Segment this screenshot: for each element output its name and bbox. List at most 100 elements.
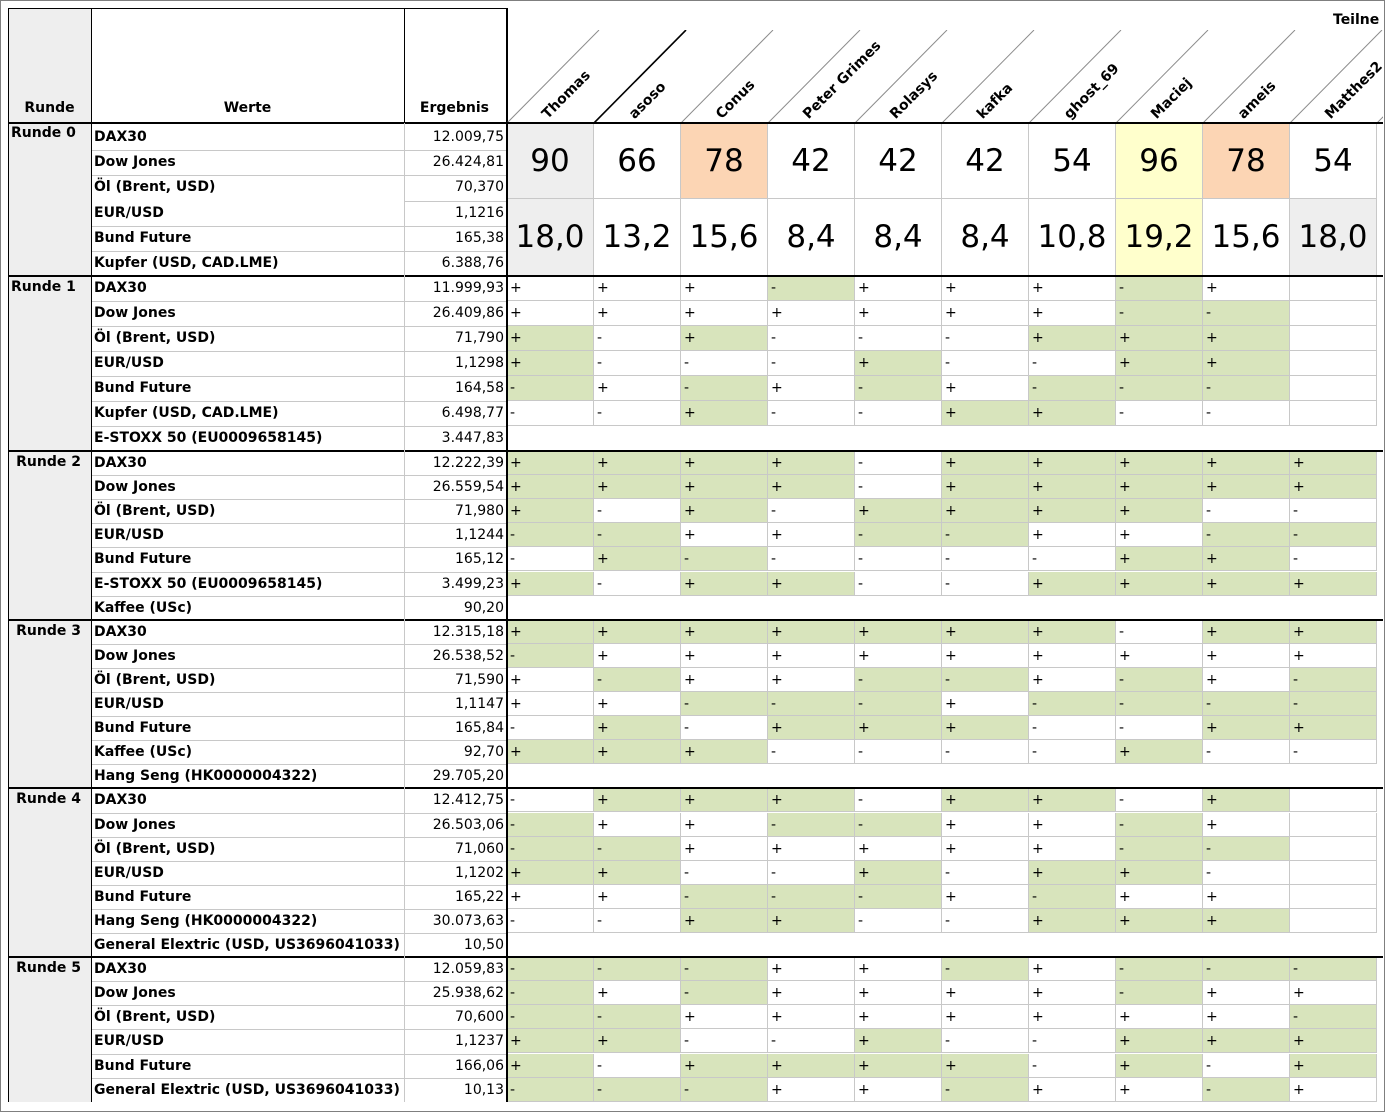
tip-cell: + bbox=[1116, 571, 1203, 596]
points-cell: 54 bbox=[1290, 123, 1377, 199]
tip-cell: - bbox=[768, 1029, 855, 1054]
tip-cell: - bbox=[855, 376, 942, 401]
tip-cell: - bbox=[942, 740, 1029, 765]
tip-cell: + bbox=[942, 981, 1029, 1006]
asset-value: 1,1244 bbox=[455, 527, 504, 544]
asset-value: 166,06 bbox=[455, 1057, 504, 1074]
tip-cell: - bbox=[681, 716, 768, 741]
tip-cell: + bbox=[681, 812, 768, 837]
row-line bbox=[91, 523, 507, 525]
tip-cell: - bbox=[1029, 376, 1116, 401]
tip-cell: - bbox=[681, 1029, 768, 1054]
tip-cell: + bbox=[1029, 301, 1116, 326]
runde-cell-bg bbox=[8, 957, 91, 1102]
participant-divider-line bbox=[854, 30, 948, 123]
tip-cell: - bbox=[594, 401, 681, 426]
points-cell: 54 bbox=[1029, 123, 1116, 199]
participant-divider-line bbox=[1115, 30, 1209, 123]
tip-cell: + bbox=[942, 643, 1029, 668]
asset-label: DAX30 bbox=[94, 129, 147, 145]
tip-cell: - bbox=[507, 1005, 594, 1030]
asset-label: Öl (Brent, USD) bbox=[94, 671, 216, 688]
tip-cell: + bbox=[594, 276, 681, 301]
asset-label: Hang Seng (HK0000004322) bbox=[94, 768, 318, 785]
tip-cell: + bbox=[681, 1005, 768, 1030]
row-line bbox=[91, 175, 507, 177]
asset-label: E-STOXX 50 (EU0009658145) bbox=[94, 575, 323, 592]
tip-cell: + bbox=[1203, 276, 1290, 301]
tip-cell: - bbox=[768, 740, 855, 765]
tip-cell: + bbox=[1290, 1053, 1377, 1078]
row-line bbox=[91, 251, 507, 252]
tip-cell: - bbox=[942, 667, 1029, 692]
asset-label: Öl (Brent, USD) bbox=[94, 1009, 216, 1026]
tip-cell: + bbox=[681, 401, 768, 426]
tip-cell: + bbox=[507, 884, 594, 909]
asset-value: 71,790 bbox=[455, 330, 504, 346]
tip-cell: + bbox=[1029, 619, 1116, 644]
tip-cell: - bbox=[594, 1077, 681, 1102]
points-cell: 42 bbox=[855, 123, 942, 199]
header-divider bbox=[91, 8, 92, 123]
asset-value: 11.999,93 bbox=[432, 280, 504, 296]
tip-cell: + bbox=[594, 884, 681, 909]
tip-cell: + bbox=[1203, 908, 1290, 933]
tip-cell: - bbox=[681, 547, 768, 572]
tip-cell: + bbox=[681, 788, 768, 813]
tip-cell: - bbox=[507, 643, 594, 668]
tip-cell: + bbox=[942, 499, 1029, 524]
row-line bbox=[91, 667, 507, 669]
tip-cell: + bbox=[768, 619, 855, 644]
tip-cell: + bbox=[1203, 1029, 1290, 1054]
tip-cell: - bbox=[507, 523, 594, 548]
asset-value: 71,060 bbox=[455, 840, 504, 857]
score-cell: 18,0 bbox=[1290, 199, 1377, 275]
tip-cell: + bbox=[1029, 326, 1116, 351]
asset-label: Kaffee (USc) bbox=[94, 599, 193, 616]
tip-cell: + bbox=[507, 619, 594, 644]
points-cell: 66 bbox=[594, 123, 681, 199]
tip-cell: + bbox=[1029, 643, 1116, 668]
tip-cell: - bbox=[1290, 1005, 1377, 1030]
tip-cell: - bbox=[594, 523, 681, 548]
asset-label: DAX30 bbox=[94, 280, 147, 296]
tip-cell: - bbox=[942, 571, 1029, 596]
row-line bbox=[91, 1077, 507, 1079]
tip-cell: + bbox=[1029, 860, 1116, 885]
row-line bbox=[91, 933, 507, 934]
tip-cell: + bbox=[1203, 475, 1290, 500]
tip-cell: + bbox=[594, 860, 681, 885]
asset-label: Bund Future bbox=[94, 720, 192, 737]
tip-cell: + bbox=[855, 957, 942, 982]
tip-cell: + bbox=[1116, 1005, 1203, 1030]
asset-value: 26.559,54 bbox=[432, 479, 504, 496]
col-border bbox=[91, 123, 92, 1102]
tip-cell: + bbox=[942, 376, 1029, 401]
tip-cell: + bbox=[1203, 716, 1290, 741]
tip-cell: + bbox=[855, 351, 942, 376]
tip-cell: + bbox=[1116, 475, 1203, 500]
tip-cell: + bbox=[942, 276, 1029, 301]
asset-value: 3.499,23 bbox=[441, 575, 504, 592]
tip-cell: + bbox=[1029, 523, 1116, 548]
tip-cell: - bbox=[1116, 957, 1203, 982]
tip-cell: + bbox=[594, 643, 681, 668]
asset-label: Dow Jones bbox=[94, 154, 176, 171]
asset-label: DAX30 bbox=[94, 961, 147, 978]
tip-cell: - bbox=[768, 326, 855, 351]
tip-cell: - bbox=[942, 860, 1029, 885]
tip-cell: + bbox=[855, 276, 942, 301]
tip-cell: + bbox=[855, 1077, 942, 1102]
row-line bbox=[91, 401, 507, 402]
asset-label: General Elextric (USD, US3696041033) bbox=[94, 1081, 400, 1098]
tip-cell: + bbox=[1203, 981, 1290, 1006]
points-cell: 78 bbox=[681, 123, 768, 199]
tip-cell bbox=[1290, 401, 1377, 426]
tip-cell: + bbox=[768, 643, 855, 668]
round-separator bbox=[8, 787, 1383, 790]
asset-label: Bund Future bbox=[94, 1057, 192, 1074]
tip-cell: + bbox=[768, 301, 855, 326]
points-cell: 42 bbox=[942, 123, 1029, 199]
row-line bbox=[91, 836, 507, 838]
asset-value: 26.538,52 bbox=[432, 647, 504, 664]
